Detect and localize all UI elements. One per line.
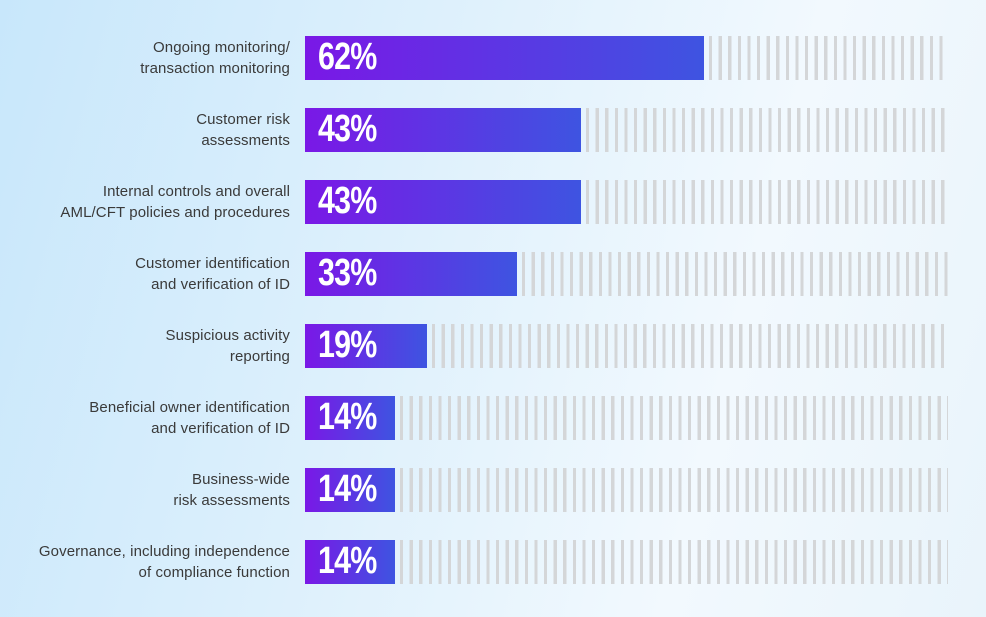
tick-pattern <box>400 396 948 440</box>
bar: 14% <box>305 540 396 584</box>
bar-row: Business-wide risk assessments 14% <box>0 468 986 512</box>
bar-row: Ongoing monitoring/ transaction monitori… <box>0 36 986 80</box>
bar-row: Customer identification and verification… <box>0 252 986 296</box>
bar: 43% <box>305 108 582 152</box>
bar-value: 14% <box>318 396 377 438</box>
bar-chart: Ongoing monitoring/ transaction monitori… <box>0 36 986 584</box>
tick-pattern <box>522 252 948 296</box>
tick-pattern <box>432 324 948 368</box>
bar: 62% <box>305 36 704 80</box>
tick-pattern <box>400 468 948 512</box>
row-label: Customer risk assessments <box>196 111 290 149</box>
bar-value: 62% <box>318 36 377 78</box>
bar-value: 43% <box>318 108 377 150</box>
bar-track: 33% <box>305 252 948 296</box>
bar-row: Governance, including independence of co… <box>0 540 986 584</box>
bar: 19% <box>305 324 428 368</box>
bar-value: 14% <box>318 540 377 582</box>
bar-row: Customer risk assessments 43% <box>0 108 986 152</box>
bar-track: 14% <box>305 540 948 584</box>
bar-track: 14% <box>305 396 948 440</box>
row-label: Internal controls and overall AML/CFT po… <box>60 183 290 221</box>
bar-value: 33% <box>318 252 377 294</box>
tick-pattern <box>586 180 948 224</box>
bar-track: 62% <box>305 36 948 80</box>
row-label: Beneficial owner identification and veri… <box>89 399 290 437</box>
row-label: Governance, including independence of co… <box>38 543 290 581</box>
bar-value: 14% <box>318 468 377 510</box>
row-label: Business-wide risk assessments <box>173 471 290 509</box>
bar: 33% <box>305 252 518 296</box>
bar: 43% <box>305 180 582 224</box>
bar-row: Suspicious activity reporting 19% <box>0 324 986 368</box>
bar-row: Beneficial owner identification and veri… <box>0 396 986 440</box>
tick-pattern <box>400 540 948 584</box>
bar-track: 19% <box>305 324 948 368</box>
bar-track: 43% <box>305 180 948 224</box>
bar-track: 43% <box>305 108 948 152</box>
tick-pattern <box>708 36 948 80</box>
bar-row: Internal controls and overall AML/CFT po… <box>0 180 986 224</box>
bar-value: 43% <box>318 180 377 222</box>
bar-value: 19% <box>318 324 377 366</box>
tick-pattern <box>586 108 948 152</box>
bar-track: 14% <box>305 468 948 512</box>
bar: 14% <box>305 468 396 512</box>
row-label: Ongoing monitoring/ transaction monitori… <box>140 39 290 77</box>
row-label: Suspicious activity reporting <box>165 327 290 365</box>
row-label: Customer identification and verification… <box>135 255 290 293</box>
bar: 14% <box>305 396 396 440</box>
